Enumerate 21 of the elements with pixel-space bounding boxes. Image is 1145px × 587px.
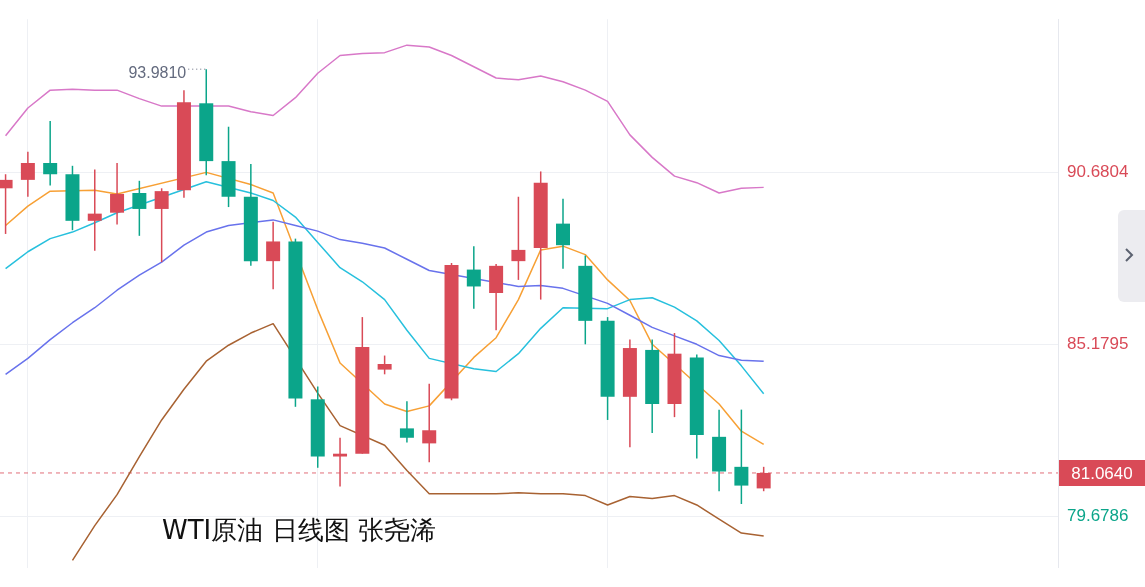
- y-tick-label: 79.6786: [1067, 505, 1129, 525]
- candlestick: [110, 162, 125, 226]
- candlestick: [132, 180, 147, 237]
- candlestick: [154, 187, 169, 263]
- annotation: 93.9810: [128, 63, 187, 81]
- candlestick: [399, 400, 414, 444]
- y-tick-label: 90.6804: [1067, 162, 1129, 182]
- candlestick: [0, 173, 13, 235]
- candlestick: [266, 221, 281, 291]
- candlestick: [556, 197, 570, 270]
- candlestick: [511, 196, 526, 281]
- candlestick: [377, 354, 392, 376]
- candlestick: [20, 150, 35, 198]
- ref-line-label: 81.0640: [1071, 463, 1133, 483]
- candlestick: [466, 245, 481, 310]
- y-tick-label: 85.1795: [1067, 334, 1129, 353]
- candlestick: [87, 168, 102, 252]
- candlestick: [734, 408, 749, 505]
- text: WTI原油 日线图 张尧浠: [162, 514, 436, 545]
- candlestick: [422, 382, 437, 463]
- candlestick: [43, 120, 58, 187]
